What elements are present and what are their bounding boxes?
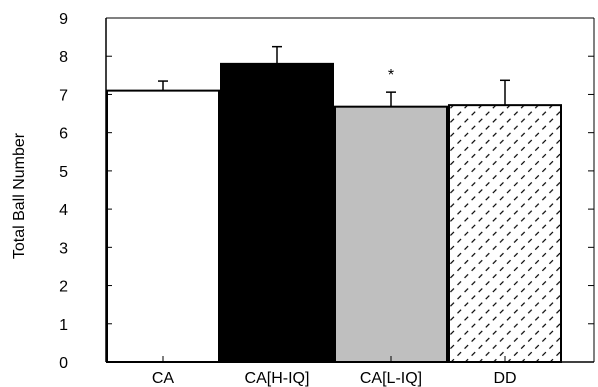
y-tick-label: 1 xyxy=(59,317,68,334)
bars-group xyxy=(106,62,562,363)
x-tick-label: CA[L-IQ] xyxy=(360,370,422,387)
y-axis: 0 1 2 3 4 5 6 7 8 9 xyxy=(59,11,594,372)
y-tick-label: 2 xyxy=(59,279,68,296)
bar xyxy=(334,105,448,363)
error-bars-group: * xyxy=(158,45,510,107)
bar xyxy=(448,104,562,363)
x-tick-label: CA[H-IQ] xyxy=(245,370,310,387)
y-tick-label: 0 xyxy=(59,355,68,372)
significance-marker: * xyxy=(388,67,394,84)
x-axis: CA CA[H-IQ] CA[L-IQ] DD xyxy=(152,356,517,387)
bar xyxy=(220,62,334,363)
y-tick-label: 9 xyxy=(59,11,68,28)
x-tick-label: CA xyxy=(152,370,175,387)
y-tick-label: 3 xyxy=(59,240,68,257)
y-tick-label: 4 xyxy=(59,202,68,219)
x-tick-label: DD xyxy=(493,370,516,387)
y-tick-label: 5 xyxy=(59,164,68,181)
bar xyxy=(106,89,220,363)
y-axis-title: Total Ball Number xyxy=(11,132,28,259)
y-tick-label: 6 xyxy=(59,126,68,143)
y-tick-label: 7 xyxy=(59,87,68,104)
y-tick-label: 8 xyxy=(59,49,68,66)
